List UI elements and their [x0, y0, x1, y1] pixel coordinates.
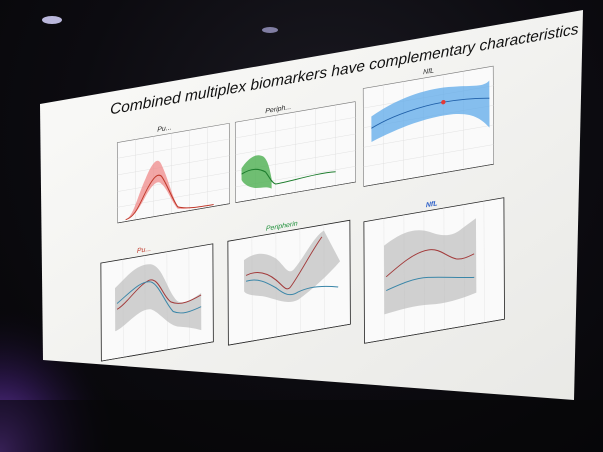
trend-line — [125, 174, 214, 221]
panel-title: NfL — [423, 67, 434, 76]
ceiling-light — [262, 27, 278, 33]
x-axis — [101, 341, 214, 362]
x-axis — [117, 203, 230, 224]
series-blue — [245, 279, 339, 296]
series-blue — [116, 281, 202, 314]
confidence-band — [125, 160, 214, 220]
trend-line — [241, 168, 336, 185]
floor-shadow — [0, 400, 603, 452]
confidence-band — [384, 218, 477, 315]
series-red — [245, 236, 323, 290]
panel-title: Periph... — [265, 104, 291, 115]
highlight-marker — [441, 99, 446, 105]
panel-title: Pu... — [157, 124, 171, 133]
bottom-panel-1: Pu... — [100, 243, 214, 362]
series-blue — [386, 276, 475, 291]
confidence-band — [371, 80, 490, 143]
panel-title: NfL — [426, 200, 438, 209]
series-red — [116, 279, 202, 310]
x-axis — [363, 163, 494, 187]
ceiling-light — [42, 16, 62, 24]
x-axis — [364, 318, 505, 344]
top-panel-3: NfL — [362, 65, 495, 187]
bottom-panel-2: Peripherin — [227, 219, 351, 346]
grid — [235, 105, 356, 200]
series-red — [385, 249, 475, 278]
x-axis — [228, 323, 351, 346]
top-panel-2: Periph... — [234, 101, 356, 203]
bottom-panel-3: NfL — [363, 197, 505, 344]
x-axis — [235, 181, 356, 203]
confidence-band — [115, 264, 202, 332]
confidence-band — [241, 155, 272, 189]
top-panel-1: Pu... — [116, 122, 230, 224]
panel-title: Pu... — [137, 246, 151, 255]
